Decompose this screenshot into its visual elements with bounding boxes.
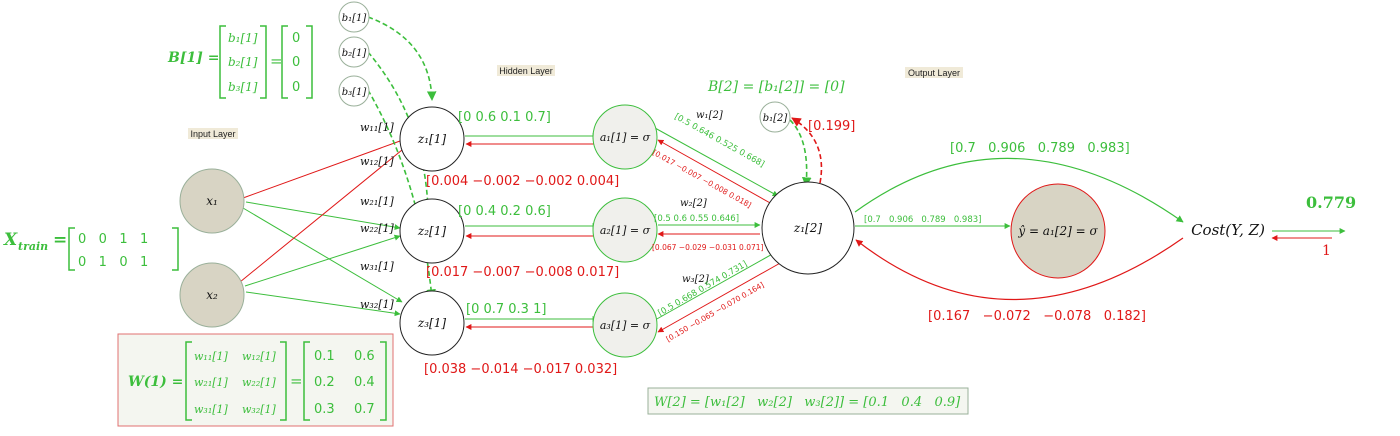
z3-forward: [0 0.7 0.3 1]	[466, 302, 546, 317]
svg-text:0.1: 0.1	[314, 349, 335, 364]
zo-to-yhat-values: [0.7 0.906 0.789 0.983]	[864, 215, 981, 225]
b13-label: b₃[1]	[342, 87, 367, 98]
bias2-gradient: [0.199]	[808, 119, 855, 134]
svg-text:=: =	[290, 372, 303, 390]
z3-label: z₃[1]	[417, 316, 446, 330]
svg-text:w₃₁[1]: w₃₁[1]	[194, 403, 229, 416]
svg-text:=: =	[270, 52, 283, 70]
input-layer-label: Input Layer	[190, 129, 235, 139]
a2-output-backward: [0.067 −0.029 −0.031 0.071]	[652, 243, 764, 252]
a2-label: a₂[1] = σ	[600, 224, 651, 237]
hidden-internal-edges	[465, 136, 598, 327]
zo-label: z₁[2]	[793, 221, 822, 235]
b1-value-3: 0	[292, 80, 300, 95]
a2-output-forward: [0.5 0.6 0.55 0.646]	[654, 214, 739, 224]
xtrain-label: X	[3, 230, 18, 250]
a3-label: a₃[1] = σ	[600, 319, 651, 332]
a3-output-backward: [0.150 −0.065 −0.070 0.164]	[665, 280, 766, 344]
svg-text:0.6: 0.6	[354, 349, 375, 364]
z1-backward: [0.004 −0.002 −0.002 0.004]	[426, 174, 619, 189]
w22-label: w₂₂[1]	[360, 222, 395, 235]
output-layer-label: Output Layer	[908, 68, 960, 78]
w31-label: w₃₁[1]	[360, 260, 395, 273]
svg-text:0.3: 0.3	[314, 402, 335, 417]
x2-label: x₂	[206, 288, 218, 302]
z2-forward: [0 0.4 0.2 0.6]	[458, 204, 551, 219]
svg-text:=: =	[53, 230, 67, 250]
xtrain-sub: train	[18, 240, 48, 253]
w2-equation: W[2] = [w₁[2] w₂[2] w₃[2]] = [0.1 0.4 0.…	[648, 388, 968, 414]
x1-label: x₁	[206, 194, 218, 208]
b1-value-2: 0	[292, 55, 300, 70]
b1-equation: B[1] = b₁[1] b₂[1] b₃[1] = 0 0 0	[167, 26, 312, 98]
w11-label: w₁₁[1]	[360, 121, 395, 134]
svg-text:0.2: 0.2	[314, 375, 335, 390]
cost-backward-values: [0.167 −0.072 −0.078 0.182]	[928, 309, 1146, 324]
a1-label: a₁[1] = σ	[600, 131, 651, 144]
svg-text:0.7: 0.7	[354, 402, 375, 417]
svg-text:w₁₂[1]: w₁₂[1]	[242, 350, 277, 363]
svg-text:w₂₁[1]: w₂₁[1]	[194, 376, 229, 389]
w21-label: w₂₁[1]	[360, 195, 395, 208]
z1-label: z₁[1]	[417, 132, 446, 146]
z3-backward: [0.038 −0.014 −0.017 0.032]	[424, 362, 617, 377]
yhat-label: ŷ = a₁[2] = σ	[1017, 224, 1098, 238]
b1-value-1: 0	[292, 31, 300, 46]
b2-equation: B[2] = [b₁[2]] = [0]	[707, 79, 845, 95]
z1-forward: [0 0.6 0.1 0.7]	[458, 110, 551, 125]
w1-label: W(1) =	[128, 374, 183, 390]
b21-label: b₁[2]	[763, 113, 788, 124]
w1-equation: W(1) = w₁₁[1] w₁₂[1] w₂₁[1] w₂₂[1] w₃₁[1…	[118, 334, 393, 426]
cost-value: 0.779	[1306, 193, 1356, 212]
a3-output-forward: [0.5 0.668 0.574 0.731]	[657, 259, 750, 318]
w2-2-label: w₂[2]	[680, 198, 707, 209]
b1-entry-2: b₂[1]	[228, 55, 258, 69]
svg-text:w₁₁[1]: w₁₁[1]	[194, 350, 229, 363]
svg-text:W[2] = [w₁[2] w₂[2] w₃[2]]: W[2] = [w₁[2] w₂[2] w₃[2]] = [0.1 0.4 0.…	[654, 395, 961, 410]
xtrain-row2: 0 1 0 1	[78, 255, 148, 270]
w12-label: w₁₂[1]	[360, 155, 395, 168]
yhat-to-cost-values: [0.7 0.906 0.789 0.983]	[950, 141, 1130, 156]
edge-x1-z1	[243, 141, 400, 198]
b12-label: b₂[1]	[342, 48, 367, 59]
b1-label: B[1] =	[167, 50, 219, 66]
xtrain-equation: X train = 0 0 1 1 0 1 0 1	[3, 228, 178, 270]
w32-label: w₃₂[1]	[360, 298, 395, 311]
svg-text:w₂₂[1]: w₂₂[1]	[242, 376, 277, 389]
hidden-layer-label: Hidden Layer	[499, 66, 553, 76]
target-value: 1	[1322, 243, 1331, 259]
svg-text:0.4: 0.4	[354, 375, 375, 390]
input-nodes	[180, 169, 244, 327]
svg-text:w₃₂[1]: w₃₂[1]	[242, 403, 277, 416]
b1-entry-3: b₃[1]	[228, 80, 258, 94]
z2-label: z₂[1]	[417, 224, 446, 238]
xtrain-row1: 0 0 1 1	[78, 232, 148, 247]
w1-2-label: w₁[2]	[696, 110, 723, 121]
b11-label: b₁[1]	[342, 13, 367, 24]
b1-entry-1: b₁[1]	[228, 31, 258, 45]
z2-backward: [0.017 −0.007 −0.008 0.017]	[426, 265, 619, 280]
cost-label: Cost(Y, Z)	[1191, 221, 1265, 239]
